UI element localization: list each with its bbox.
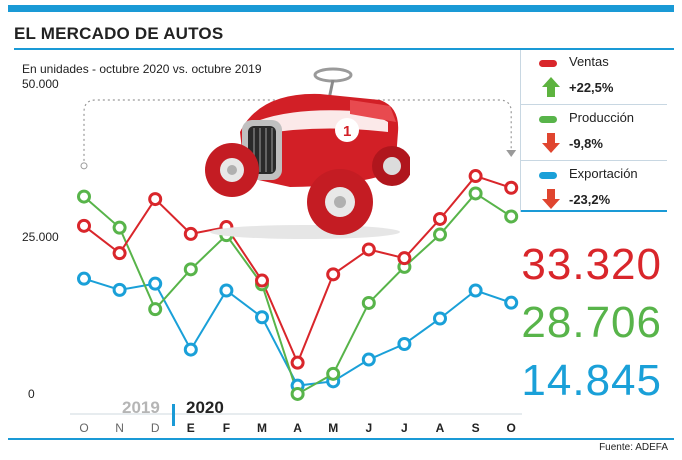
data-point-producción (433, 227, 447, 242)
legend-change-exportacion: -23,2% (569, 192, 611, 207)
data-point-ventas (468, 169, 483, 184)
data-point-exportación (504, 295, 519, 310)
data-point-ventas (112, 246, 127, 261)
data-point-exportación (219, 283, 234, 298)
data-point-ventas (397, 251, 412, 266)
y-tick-label-zero: 0 (28, 387, 35, 401)
x-tick-label: F (223, 421, 230, 435)
chart-subtitle: En unidades - octubre 2020 vs. octubre 2… (22, 62, 262, 76)
big-number-produccion: 28.706 (521, 298, 662, 347)
legend-swatch-produccion (539, 116, 557, 123)
x-tick-label: M (328, 421, 338, 435)
x-tick-label: A (293, 421, 302, 435)
legend-change-ventas: +22,5% (569, 80, 614, 95)
legend-bottom-rule (521, 210, 667, 212)
year-label-2019: 2019 (122, 398, 160, 417)
data-point-ventas (77, 218, 91, 233)
legend-divider (521, 160, 667, 161)
data-point-producción (326, 366, 341, 381)
legend-panel: Ventas +22,5% Producción -9,8% Exportaci… (520, 50, 667, 212)
data-point-producción (148, 302, 163, 317)
data-point-producción (112, 220, 127, 235)
data-point-exportación (361, 352, 376, 367)
title-divider (14, 48, 674, 50)
data-point-ventas (255, 273, 269, 288)
legend-label-ventas: Ventas (569, 54, 609, 69)
data-point-exportación (77, 271, 91, 286)
x-tick-label: J (365, 421, 372, 435)
data-point-ventas (326, 267, 341, 282)
legend-swatch-exportacion (539, 172, 557, 179)
data-point-exportación (148, 276, 163, 291)
data-point-ventas (361, 242, 376, 257)
x-tick-label: J (401, 421, 408, 435)
data-point-exportación (112, 282, 127, 297)
data-point-producción (504, 209, 519, 224)
legend-swatch-ventas (539, 60, 557, 67)
data-point-ventas (290, 355, 305, 370)
legend-label-produccion: Producción (569, 110, 635, 125)
y-tick-label-mid: 25.000 (22, 230, 59, 244)
data-point-producción (290, 386, 305, 401)
data-point-ventas (183, 226, 198, 241)
svg-text:1: 1 (343, 123, 351, 140)
y-tick-label-top: 50.000 (22, 77, 59, 91)
legend-change-produccion: -9,8% (569, 136, 603, 151)
data-point-ventas (433, 211, 447, 226)
data-point-producción (468, 186, 483, 201)
x-tick-label: O (507, 421, 516, 435)
data-point-ventas (148, 192, 163, 207)
data-point-exportación (183, 342, 198, 357)
big-number-ventas: 33.320 (521, 240, 662, 289)
callout-leader-line (83, 99, 512, 166)
source-note: Fuente: ADEFA (599, 442, 668, 453)
toy-car-illustration: 1 (205, 67, 410, 239)
chart-title: EL MERCADO DE AUTOS (14, 24, 224, 43)
year-label-2020: 2020 (186, 398, 224, 417)
legend-divider (521, 104, 667, 105)
year-divider (172, 404, 175, 426)
x-tick-label: S (472, 421, 480, 435)
footer-rule (8, 438, 674, 440)
arrow-down-icon (542, 133, 560, 153)
callout-start-marker (80, 162, 88, 170)
x-tick-label: A (436, 421, 445, 435)
x-tick-label: N (115, 421, 124, 435)
arrow-up-icon (542, 77, 560, 97)
data-point-producción (183, 262, 198, 277)
data-point-exportación (255, 310, 269, 325)
data-point-ventas (504, 180, 519, 195)
data-point-exportación (468, 283, 483, 298)
top-accent-bar (8, 5, 674, 12)
x-tick-label: D (151, 421, 160, 435)
legend-item-produccion: Producción -9,8% (529, 108, 669, 164)
arrow-down-icon (542, 189, 560, 209)
data-point-exportación (397, 336, 412, 351)
x-tick-label: O (79, 421, 88, 435)
big-number-exportacion: 14.845 (521, 356, 662, 405)
x-tick-label: M (257, 421, 267, 435)
legend-item-exportacion: Exportación -23,2% (529, 164, 669, 220)
x-tick-label: E (187, 421, 195, 435)
data-point-exportación (433, 311, 447, 326)
data-point-producción (77, 189, 91, 204)
legend-item-ventas: Ventas +22,5% (529, 52, 669, 108)
callout-arrowhead (506, 150, 517, 157)
legend-label-exportacion: Exportación (569, 166, 638, 181)
data-point-producción (361, 295, 376, 310)
